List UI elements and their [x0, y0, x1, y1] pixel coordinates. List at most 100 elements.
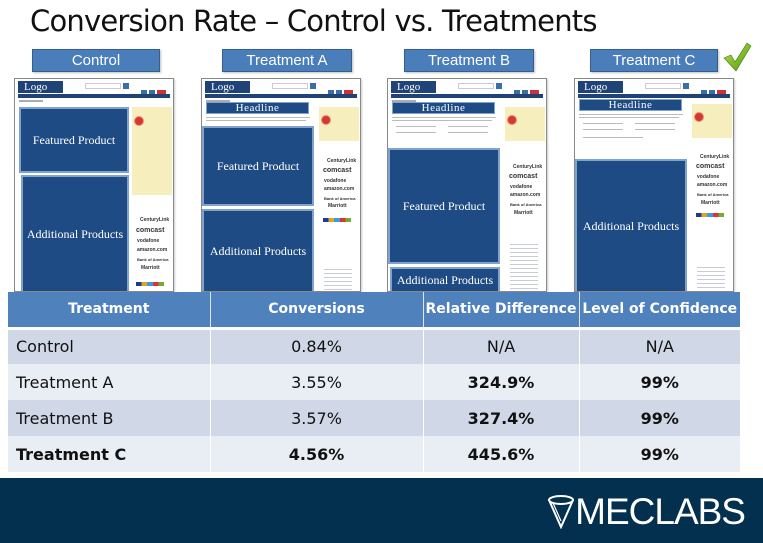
mock-search-icon: [496, 83, 502, 89]
mock-brand: Marriott: [514, 210, 533, 216]
mock-brand: vodafone: [697, 174, 720, 180]
variant-label-treatment-b: Treatment B: [404, 49, 534, 72]
mock-featured-product: Featured Product: [388, 148, 500, 264]
mock-nav-bar: [205, 94, 357, 98]
cell-confidence: N/A: [579, 328, 740, 364]
table-row: Treatment A 3.55% 324.9% 99%: [8, 364, 740, 400]
mock-bullet-text: [583, 123, 623, 124]
cell-relative-difference: 445.6%: [423, 436, 580, 472]
slide-title: Conversion Rate – Control vs. Treatments: [30, 4, 597, 38]
mock-bullet-text: [448, 132, 488, 133]
cell-treatment: Treatment A: [8, 364, 211, 400]
mock-breadcrumb: [392, 100, 416, 102]
footer-band: MECLABS: [0, 478, 763, 543]
cell-conversions: 3.57%: [210, 400, 424, 436]
mock-program-text: [583, 137, 643, 138]
cell-treatment: Treatment C: [8, 436, 211, 472]
mock-search-icon: [123, 83, 129, 89]
table-row: Treatment B 3.57% 327.4% 99%: [8, 400, 740, 436]
table-row-winner: Treatment C 4.56% 445.6% 99%: [8, 436, 740, 472]
mock-logo: Logo: [205, 81, 250, 93]
column-header-relative-difference: Relative Difference: [423, 292, 580, 330]
mock-brand: comcast: [323, 167, 352, 174]
mock-guarantee-seal-icon: [694, 112, 704, 122]
mock-brand: Bank of America: [697, 192, 729, 197]
mock-bullet-text: [448, 126, 488, 127]
cell-conversions: 4.56%: [210, 436, 424, 472]
mock-guarantee-seal-icon: [507, 115, 517, 125]
checkmark-icon: [723, 42, 752, 72]
mock-search-icon: [310, 83, 316, 89]
mock-additional-products: Additional Products: [575, 159, 687, 291]
mock-additional-products: Additional Products: [202, 209, 314, 291]
mock-table-snippet: [324, 269, 352, 291]
cell-treatment: Treatment B: [8, 400, 211, 436]
mock-body-text: [579, 117, 679, 118]
mock-brand: Marriott: [141, 265, 160, 271]
mock-brand: Bank of America: [510, 202, 542, 207]
mockup-treatment-a: Logo Headline Featured Product Additiona…: [201, 78, 361, 292]
cell-conversions: 3.55%: [210, 364, 424, 400]
mock-headline: Headline: [392, 102, 495, 114]
mock-additional-products: Additional Products: [21, 175, 129, 291]
mock-brand: amazon.com: [697, 182, 728, 188]
mock-payment-cards-icon: [136, 282, 164, 286]
mock-brand: comcast: [696, 163, 725, 170]
cell-relative-difference: N/A: [423, 328, 580, 364]
mock-logo: Logo: [578, 81, 623, 93]
table-header-row: Treatment Conversions Relative Differenc…: [8, 292, 740, 330]
mock-bullet-text: [635, 123, 675, 124]
mock-logo: Logo: [18, 81, 63, 93]
mock-search-box: [645, 83, 681, 89]
mock-guarantee-seal-icon: [321, 115, 331, 125]
mock-brand: CenturyLink: [140, 217, 170, 223]
mock-brand: vodafone: [137, 238, 160, 244]
variant-label-control: Control: [32, 49, 160, 72]
mock-featured-product: Featured Product: [19, 107, 129, 173]
mockup-treatment-c: Logo Headline Additional Products Centur…: [574, 78, 734, 292]
mockup-treatment-b: Logo Headline Featured Product Additiona…: [387, 78, 547, 292]
mock-header-icons: [141, 82, 169, 97]
results-table: Treatment Conversions Relative Differenc…: [8, 292, 740, 472]
mock-breadcrumb: [206, 100, 230, 102]
mock-bullet-text: [396, 132, 436, 133]
mock-brand: CenturyLink: [327, 158, 357, 164]
cell-confidence: 99%: [579, 400, 740, 436]
mock-brand: amazon.com: [510, 192, 541, 198]
mock-header-icons: [328, 82, 356, 97]
mock-header-icons: [701, 82, 729, 97]
mock-breadcrumb: [19, 100, 43, 102]
mock-nav-bar: [391, 94, 543, 98]
mock-featured-product: Featured Product: [202, 126, 314, 206]
mock-table-snippet: [510, 244, 538, 291]
mock-guarantee-seal-icon: [134, 116, 144, 126]
cell-relative-difference: 324.9%: [423, 364, 580, 400]
mock-body-text: [392, 120, 492, 121]
column-header-conversions: Conversions: [210, 292, 424, 330]
mock-brand: amazon.com: [137, 247, 168, 253]
mock-body-text: [206, 117, 310, 118]
table-row: Control 0.84% N/A N/A: [8, 328, 740, 364]
mock-brand: Bank of America: [137, 257, 169, 262]
mock-additional-products: Additional Products: [390, 267, 500, 291]
cell-relative-difference: 327.4%: [423, 400, 580, 436]
mock-search-box: [85, 83, 121, 89]
mock-search-box: [272, 83, 308, 89]
mock-brand: CenturyLink: [700, 154, 730, 160]
mock-bullet-text: [635, 129, 675, 130]
mock-payment-cards-icon: [696, 213, 724, 217]
cell-confidence: 99%: [579, 436, 740, 472]
mock-search-icon: [683, 83, 689, 89]
cell-confidence: 99%: [579, 364, 740, 400]
mock-body-text: [392, 117, 496, 118]
meclabs-logo: MECLABS: [547, 492, 746, 532]
mock-brand: CenturyLink: [513, 164, 543, 170]
mockup-control: Logo Featured Product Additional Product…: [14, 78, 174, 292]
mock-header-icons: [514, 82, 542, 97]
mock-brand: vodafone: [324, 178, 347, 184]
column-header-confidence: Level of Confidence: [579, 292, 740, 330]
mock-brand: Marriott: [701, 200, 720, 206]
variant-label-treatment-c: Treatment C: [590, 49, 718, 72]
mock-bullet-text: [583, 129, 623, 130]
funnel-icon: [548, 495, 575, 529]
